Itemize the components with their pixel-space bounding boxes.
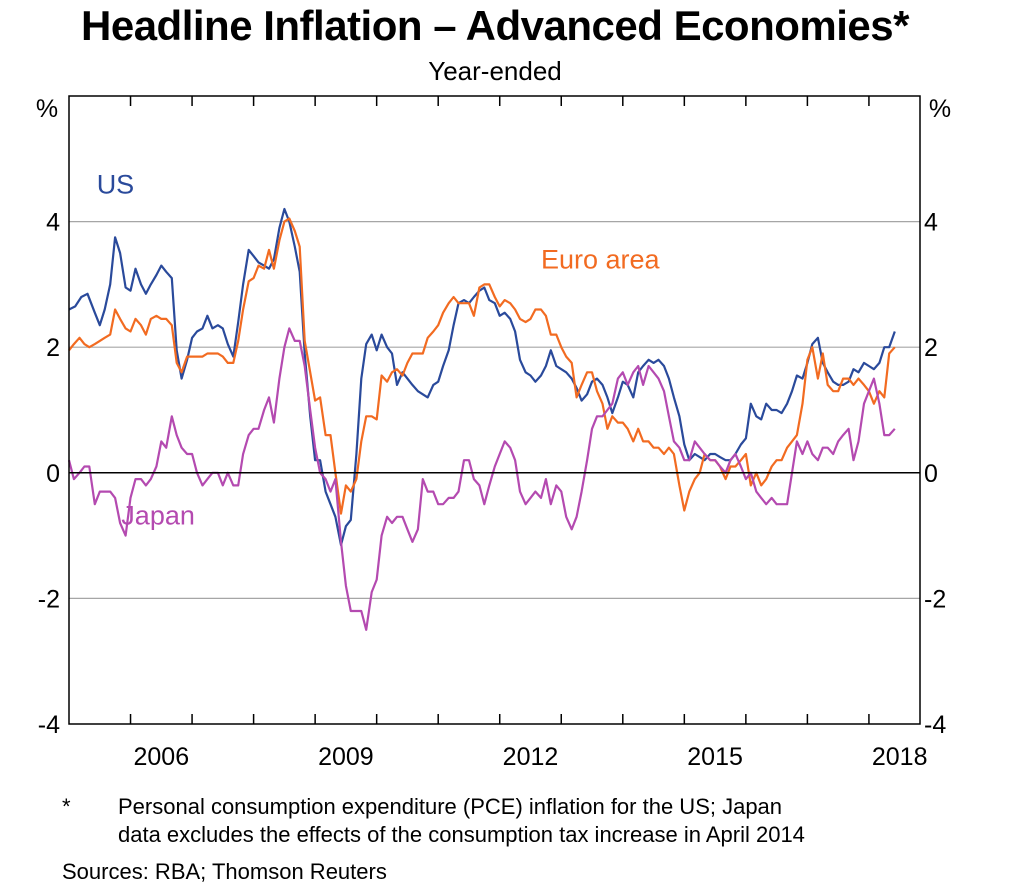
- y-unit-right: %: [929, 95, 951, 123]
- footnote-text: Personal consumption expenditure (PCE) i…: [118, 793, 1018, 849]
- footnote-marker: *: [62, 794, 71, 819]
- footnote-line-2: data excludes the effects of the consump…: [118, 822, 805, 847]
- y-tick-label-left: 2: [46, 334, 60, 362]
- y-tick-label-right: 4: [924, 209, 938, 237]
- gridlines: [69, 221, 920, 600]
- series-line-us: [68, 207, 896, 547]
- plot-frame: [68, 95, 921, 725]
- chart-subtitle: Year-ended: [428, 56, 562, 86]
- series-labels: US Euro area Japan: [97, 169, 661, 530]
- y-tick-label-left: 4: [46, 209, 60, 237]
- series-line-euro-area: [68, 217, 896, 515]
- series-label-euro-area: Euro area: [541, 245, 661, 275]
- series-line-japan: [67, 327, 896, 631]
- y-tick-label-left: -4: [38, 711, 60, 739]
- series-label-us: US: [97, 169, 135, 199]
- y-tick-label-right: -4: [924, 711, 946, 739]
- x-ticks: 2006 2009 2012 2015 2018: [129, 96, 928, 771]
- line-chart: 2006 2009 2012 2015 2018 -4 -4-2 -20 02 24 4 % % …: [36, 95, 951, 771]
- x-tick-label: 2015: [687, 743, 743, 771]
- x-tick-label: 2012: [503, 743, 559, 771]
- y-tick-label-left: 0: [46, 460, 60, 488]
- footnote-line-1: Personal consumption expenditure (PCE) i…: [118, 794, 783, 819]
- y-unit-left: %: [36, 95, 58, 123]
- x-tick-label: 2009: [318, 743, 374, 771]
- x-tick-label: 2018: [872, 743, 928, 771]
- y-tick-label-right: -2: [924, 585, 946, 613]
- y-tick-labels: -4 -4 -2 -2 0 0 2 2 4 4: [38, 209, 947, 739]
- chart-title: Headline Inflation – Advanced Economies*: [81, 2, 909, 49]
- series-lines: [67, 207, 896, 631]
- series-label-japan: Japan: [121, 500, 195, 530]
- x-tick-label: 2006: [133, 743, 189, 771]
- y-tick-label-left: -2: [38, 585, 60, 613]
- y-tick-label-right: 0: [924, 460, 938, 488]
- y-tick-label-right: 2: [924, 334, 938, 362]
- sources-note: Sources: RBA; Thomson Reuters: [62, 859, 387, 884]
